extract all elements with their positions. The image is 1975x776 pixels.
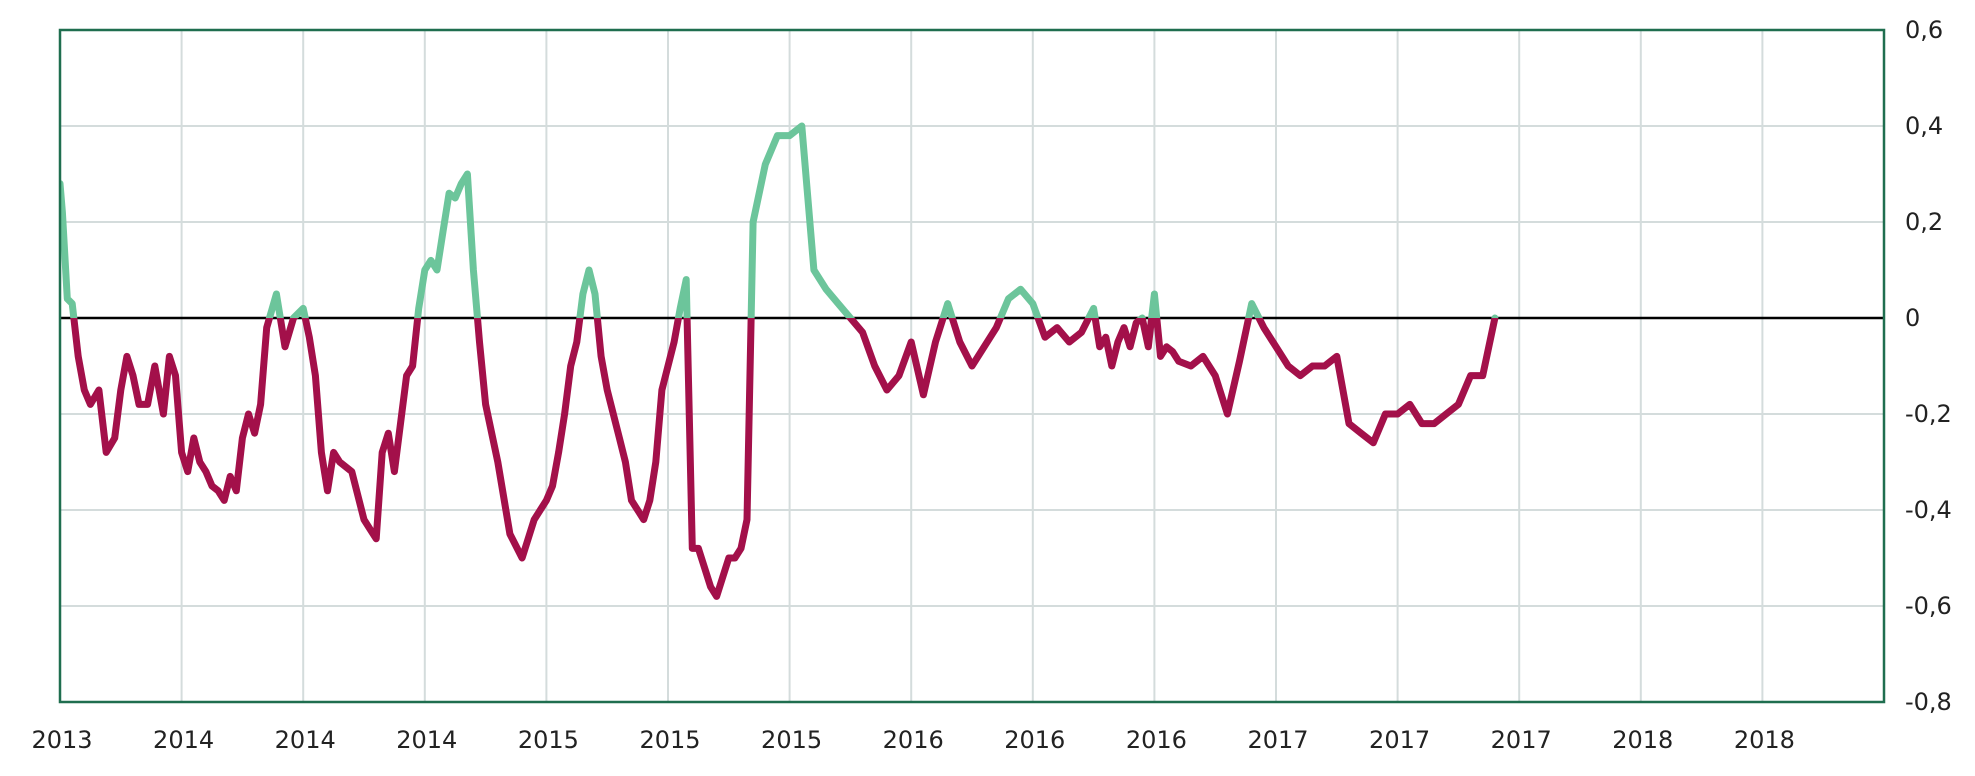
x-tick-label: 2015 <box>761 726 822 754</box>
series-line-positive <box>60 122 1499 318</box>
x-tick-label: 2016 <box>1126 726 1187 754</box>
x-tick-label: 2014 <box>275 726 336 754</box>
y-tick-label: -0,4 <box>1905 496 1952 524</box>
x-axis: 2013 2014 2014 2014 2015 2015 2015 2016 2016 2016… <box>31 726 1794 754</box>
x-tick-label: 2016 <box>883 726 944 754</box>
x-tick-label: 2015 <box>518 726 579 754</box>
y-tick-label: 0,2 <box>1905 208 1943 236</box>
plot-frame <box>58 28 1886 704</box>
x-tick-label: 2014 <box>396 726 457 754</box>
y-tick-label: 0 <box>1905 304 1920 332</box>
y-tick-label: 0,4 <box>1905 112 1943 140</box>
x-tick-label: 2015 <box>639 726 700 754</box>
x-tick-label: 2014 <box>153 726 214 754</box>
y-tick-label: -0,8 <box>1905 688 1952 716</box>
x-tick-label: 2018 <box>1734 726 1795 754</box>
series-group <box>60 122 1499 600</box>
x-tick-label: 2017 <box>1247 726 1308 754</box>
y-tick-label: -0,6 <box>1905 592 1952 620</box>
y-axis: 0,6 0,4 0,2 0 -0,2 -0,4 -0,6 -0,8 <box>1905 16 1952 716</box>
x-tick-label: 2017 <box>1491 726 1552 754</box>
x-tick-label: 2016 <box>1004 726 1065 754</box>
y-tick-label: -0,2 <box>1905 400 1952 428</box>
series-line-negative <box>70 318 1499 600</box>
grid-lines <box>60 30 1884 702</box>
x-tick-label: 2018 <box>1612 726 1673 754</box>
y-tick-label: 0,6 <box>1905 16 1943 44</box>
x-tick-label: 2013 <box>31 726 92 754</box>
x-tick-label: 2017 <box>1369 726 1430 754</box>
